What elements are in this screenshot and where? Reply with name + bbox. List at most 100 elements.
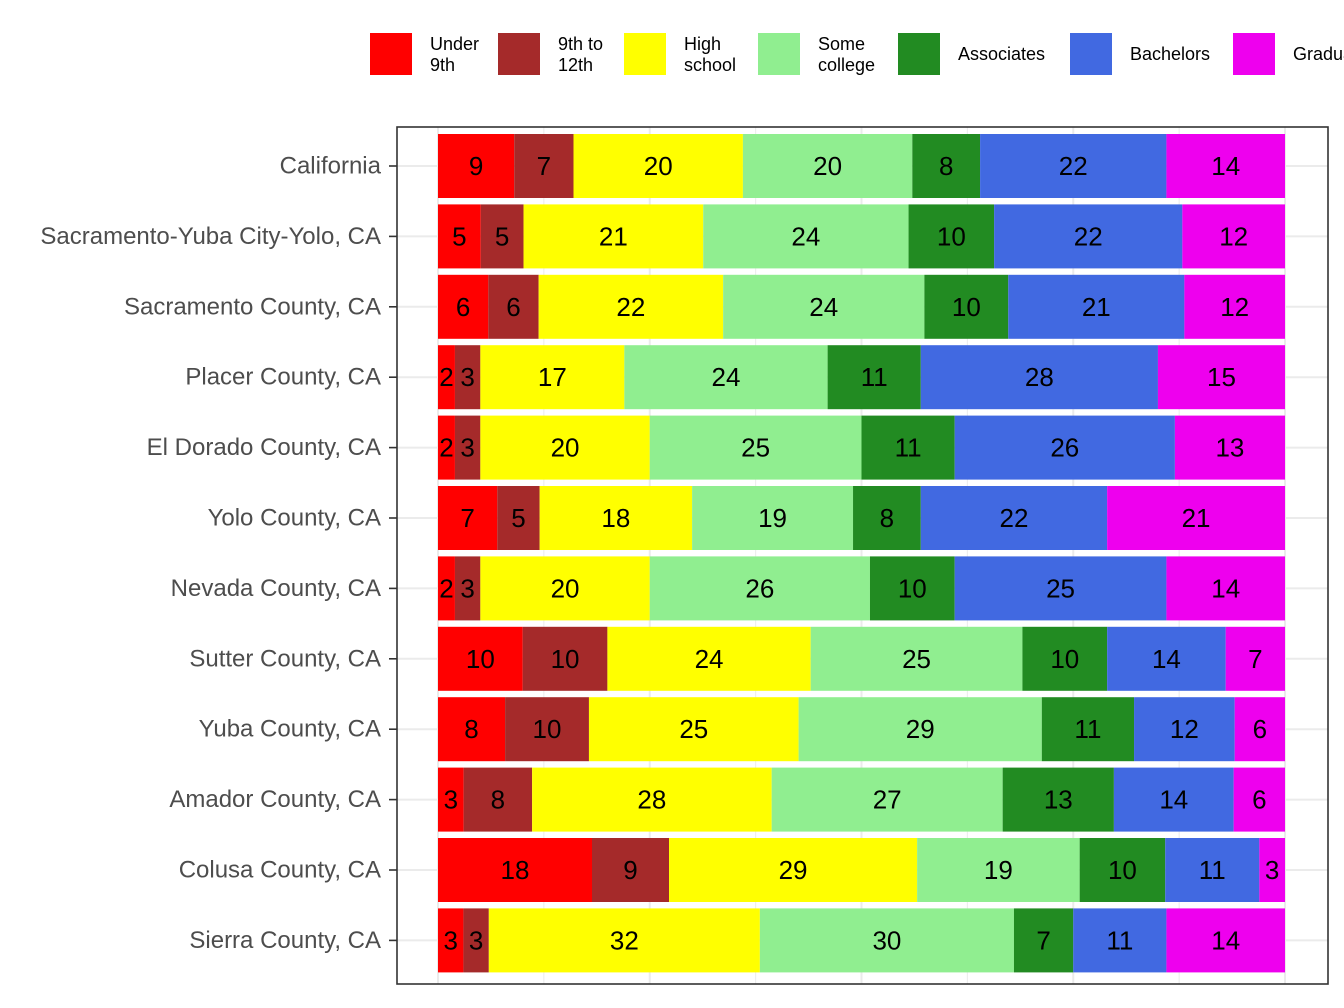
- data-label: 14: [1152, 644, 1181, 674]
- data-label: 28: [1025, 362, 1054, 392]
- data-label: 14: [1211, 925, 1240, 955]
- bar-segment-graduate: [1259, 838, 1285, 902]
- data-label: 10: [466, 644, 495, 674]
- data-label: 25: [902, 644, 931, 674]
- data-label: 21: [599, 221, 628, 251]
- bar-segment-under-9th: [438, 134, 515, 198]
- bar-segment-associates: [869, 556, 955, 621]
- data-label: 25: [679, 714, 708, 744]
- bar-segment-high-school: [607, 626, 811, 691]
- bar-segment-high-school: [532, 767, 772, 832]
- bar-segment-associates: [1079, 838, 1166, 902]
- data-label: 22: [999, 503, 1028, 533]
- data-label: 3: [444, 785, 458, 815]
- bar-segment-graduate: [1166, 134, 1285, 198]
- data-label: 27: [873, 785, 902, 815]
- bar-segment-high-school: [523, 204, 704, 269]
- bar-segment-under-9th: [438, 415, 455, 480]
- data-label: 10: [1108, 855, 1137, 885]
- legend-key: [1233, 33, 1275, 75]
- bar-segment-high-school: [669, 838, 918, 902]
- legend-label: 9th: [430, 55, 455, 75]
- data-label: 6: [1253, 714, 1267, 744]
- bar-segment-under-9th: [438, 626, 523, 691]
- bar-segment-bachelors: [1008, 274, 1185, 339]
- data-label: 25: [1046, 573, 1075, 603]
- data-label: 20: [813, 151, 842, 181]
- bar-segment-under-9th: [438, 556, 455, 621]
- data-label: 2: [439, 362, 453, 392]
- bar-segment-some-college: [703, 204, 909, 269]
- bar-segment-associates: [912, 134, 981, 198]
- data-label: 11: [895, 433, 922, 463]
- data-label: 8: [880, 503, 894, 533]
- data-label: 19: [984, 855, 1013, 885]
- data-label: 6: [1252, 785, 1266, 815]
- bar-segment-bachelors: [954, 415, 1175, 480]
- bar-segment-graduate: [1157, 345, 1285, 410]
- bar-segment-bachelors: [1165, 838, 1260, 902]
- category-label: Yuba County, CA: [199, 716, 381, 743]
- category-label: Yolo County, CA: [208, 505, 381, 532]
- data-label: 30: [872, 925, 901, 955]
- bar-segment-high-school: [538, 274, 724, 339]
- data-label: 3: [460, 362, 474, 392]
- bar-segment-some-college: [624, 345, 828, 410]
- data-label: 10: [551, 644, 580, 674]
- data-label: 6: [506, 292, 520, 322]
- data-label: 19: [758, 503, 787, 533]
- data-label: 10: [937, 221, 966, 251]
- bar-segment-bachelors: [980, 134, 1167, 198]
- legend-key: [758, 33, 800, 75]
- bar-segment-9th-to-12th: [454, 556, 481, 621]
- legend-key: [498, 33, 540, 75]
- bar-segment-associates: [1013, 908, 1074, 973]
- bar-segment-under-9th: [438, 908, 464, 973]
- data-label: 10: [533, 714, 562, 744]
- category-label: Sutter County, CA: [189, 645, 381, 672]
- data-label: 7: [1248, 644, 1262, 674]
- data-label: 25: [741, 433, 770, 463]
- data-label: 18: [501, 855, 530, 885]
- bar-segment-graduate: [1166, 556, 1285, 621]
- data-label: 5: [511, 503, 525, 533]
- bar-segment-9th-to-12th: [505, 697, 589, 762]
- bar-segment-graduate: [1184, 274, 1285, 339]
- bar-segment-bachelors: [954, 556, 1167, 621]
- bar-segment-bachelors: [1107, 626, 1226, 691]
- bar-segment-high-school: [588, 697, 799, 762]
- bar-segment-graduate: [1234, 697, 1285, 762]
- data-label: 10: [1050, 644, 1079, 674]
- data-label: 11: [1074, 714, 1101, 744]
- bar-segment-associates: [1022, 626, 1108, 691]
- bar-segment-associates: [1041, 697, 1135, 762]
- data-label: 22: [1074, 221, 1103, 251]
- data-label: 13: [1044, 785, 1073, 815]
- data-label: 6: [456, 292, 470, 322]
- bar-segment-some-college: [810, 626, 1023, 691]
- data-label: 21: [1182, 503, 1211, 533]
- bar-segment-graduate: [1233, 767, 1285, 832]
- legend-label: Graduate: [1293, 44, 1344, 64]
- data-label: 24: [712, 362, 741, 392]
- bar-segment-some-college: [759, 908, 1014, 973]
- bar-segment-some-college: [649, 415, 862, 480]
- data-label: 9: [469, 151, 483, 181]
- bar-segment-high-school: [488, 908, 760, 973]
- bar-segment-associates: [827, 345, 921, 410]
- legend-label: Associates: [958, 44, 1045, 64]
- bar-segment-some-college: [771, 767, 1003, 832]
- data-label: 2: [439, 573, 453, 603]
- legend-item-associates: Associates: [898, 33, 1045, 75]
- bar-segment-9th-to-12th: [488, 274, 539, 339]
- data-label: 7: [1036, 925, 1050, 955]
- bar-segment-associates: [924, 274, 1009, 339]
- legend-label: Bachelors: [1130, 44, 1210, 64]
- data-label: 11: [1199, 855, 1226, 885]
- data-label: 3: [460, 573, 474, 603]
- bar-segment-associates: [861, 415, 955, 480]
- data-label: 24: [791, 221, 820, 251]
- data-label: 8: [464, 714, 478, 744]
- data-label: 14: [1211, 573, 1240, 603]
